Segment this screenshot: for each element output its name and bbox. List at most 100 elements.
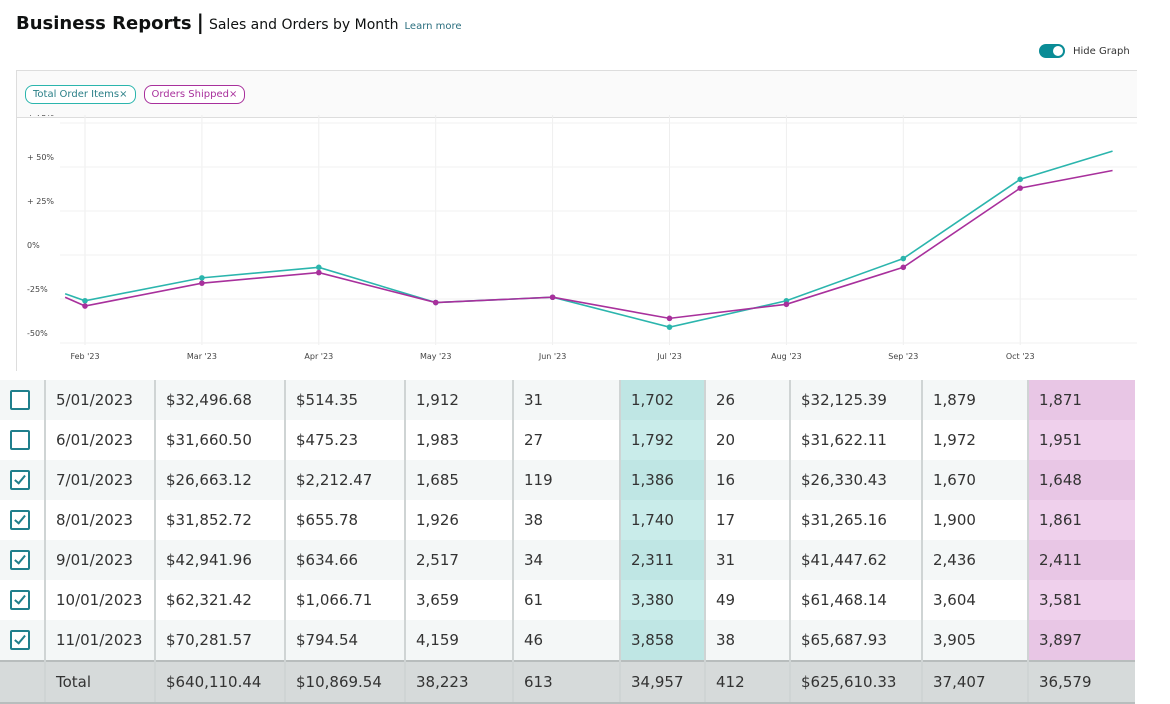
- table-cell: $65,687.93: [789, 620, 922, 661]
- data-point: [199, 275, 205, 281]
- hide-graph-toggle[interactable]: Hide Graph: [1039, 44, 1130, 58]
- table-cell: $32,125.39: [789, 380, 922, 420]
- table-cell: 2,411: [1027, 540, 1135, 580]
- page-subtitle: Sales and Orders by Month: [208, 17, 399, 33]
- x-tick-label: Apr '23: [304, 352, 333, 361]
- table-cell: 11/01/2023: [44, 620, 155, 661]
- close-icon[interactable]: ×: [119, 88, 128, 100]
- row-checkbox[interactable]: [10, 510, 30, 530]
- table-cell: $514.35: [284, 380, 405, 420]
- series-line-total-order-items: [64, 150, 1113, 328]
- total-cell: $625,610.33: [789, 660, 922, 704]
- row-checkbox[interactable]: [10, 550, 30, 570]
- row-checkbox-cell[interactable]: [0, 380, 45, 420]
- table-cell: 31: [704, 540, 790, 580]
- table-cell: 61: [512, 580, 620, 620]
- data-point: [82, 297, 88, 304]
- table-cell: $655.78: [284, 500, 405, 540]
- row-checkbox-cell[interactable]: [0, 500, 45, 540]
- legend-chip-orders-shipped[interactable]: Orders Shipped×: [143, 84, 246, 104]
- y-tick-label: -50%: [27, 329, 48, 338]
- table-cell: 1,861: [1027, 500, 1135, 540]
- table-cell: $26,663.12: [154, 460, 285, 500]
- row-checkbox-cell[interactable]: [0, 620, 45, 661]
- y-tick-label: 0%: [27, 241, 40, 250]
- table-row: 5/01/2023 $32,496.68 $514.35 1,912 31 1,702 26…: [0, 380, 1135, 420]
- table-cell: 8/01/2023: [44, 500, 155, 540]
- table-cell: 3,905: [921, 620, 1028, 661]
- table-row: 10/01/2023 $62,321.42 $1,066.71 3,659 61 3,38…: [0, 580, 1135, 620]
- total-cell: $640,110.44: [154, 660, 285, 704]
- hide-graph-label: Hide Graph: [1073, 45, 1130, 57]
- table-cell: 1,386: [619, 460, 705, 500]
- total-cell: 36,579: [1027, 660, 1135, 704]
- y-tick-label: + 25%: [27, 197, 54, 206]
- close-icon[interactable]: ×: [228, 88, 238, 100]
- table-cell: 1,702: [619, 380, 705, 420]
- table-cell: 1,972: [921, 420, 1028, 460]
- table-cell: $634.66: [284, 540, 405, 580]
- table-cell: 31: [512, 380, 620, 420]
- table-cell: $62,321.42: [154, 580, 285, 620]
- line-chart: + 75% + 50% + 25% 0% -25% -50% Feb '23 Mar '23 A…: [27, 115, 1137, 361]
- table-cell: $61,468.14: [789, 580, 922, 620]
- page-header: Business Reports | Sales and Orders by M…: [16, 10, 462, 34]
- row-checkbox-cell[interactable]: [0, 540, 45, 580]
- chart-legend: Total Order Items× Orders Shipped×: [17, 71, 1137, 118]
- table-cell: 3,581: [1027, 580, 1135, 620]
- total-cell: 613: [512, 660, 620, 704]
- x-tick-label: Aug '23: [771, 352, 802, 361]
- table-cell: 38: [512, 500, 620, 540]
- table-cell: $31,622.11: [789, 420, 922, 460]
- toggle-switch[interactable]: [1039, 44, 1065, 58]
- table-cell: 49: [704, 580, 790, 620]
- y-tick-label: -25%: [27, 285, 48, 294]
- row-checkbox[interactable]: [10, 590, 30, 610]
- table-row: 11/01/2023 $70,281.57 $794.54 4,159 46 3,858 3…: [0, 620, 1135, 661]
- table-cell: 6/01/2023: [44, 420, 155, 460]
- table-cell: 3,897: [1027, 620, 1135, 661]
- title-divider: |: [196, 10, 204, 34]
- table-cell: 5/01/2023: [44, 380, 155, 420]
- x-tick-label: Sep '23: [888, 352, 918, 361]
- x-tick-label: Mar '23: [187, 352, 217, 361]
- page-title: Business Reports: [16, 13, 192, 34]
- learn-more-link[interactable]: Learn more: [404, 21, 462, 32]
- table-cell: 3,380: [619, 580, 705, 620]
- row-checkbox-cell[interactable]: [0, 420, 45, 460]
- row-checkbox[interactable]: [10, 470, 30, 490]
- table-cell: 20: [704, 420, 790, 460]
- total-cell: 34,957: [619, 660, 705, 704]
- table-cell: $794.54: [284, 620, 405, 661]
- x-tick-label: Jun '23: [538, 352, 566, 361]
- table-cell: 9/01/2023: [44, 540, 155, 580]
- empty-cell: [0, 660, 45, 704]
- row-checkbox-cell[interactable]: [0, 580, 45, 620]
- table-cell: 4,159: [404, 620, 513, 661]
- table-cell: 46: [512, 620, 620, 661]
- data-point: [783, 301, 790, 308]
- row-checkbox-cell[interactable]: [0, 460, 45, 500]
- table-cell: $31,660.50: [154, 420, 285, 460]
- table-cell: 1,648: [1027, 460, 1135, 500]
- table-cell: 1,670: [921, 460, 1028, 500]
- total-row: Total $640,110.44 $10,869.54 38,223 613 34,95…: [0, 660, 1135, 704]
- table-cell: $1,066.71: [284, 580, 405, 620]
- table-cell: 1,740: [619, 500, 705, 540]
- row-checkbox[interactable]: [10, 630, 30, 650]
- row-checkbox[interactable]: [10, 430, 30, 450]
- table-cell: 1,685: [404, 460, 513, 500]
- data-point: [82, 303, 88, 309]
- table-cell: 10/01/2023: [44, 580, 155, 620]
- data-point: [900, 255, 907, 262]
- table-cell: 1,900: [921, 500, 1028, 540]
- chip-label: Orders Shipped: [151, 88, 229, 100]
- table-row: 8/01/2023 $31,852.72 $655.78 1,926 38 1,740 17…: [0, 500, 1135, 540]
- total-cell: 412: [704, 660, 790, 704]
- row-checkbox[interactable]: [10, 390, 30, 410]
- table-cell: 1,926: [404, 500, 513, 540]
- table-cell: $31,265.16: [789, 500, 922, 540]
- legend-chip-total-order-items[interactable]: Total Order Items×: [25, 84, 136, 104]
- total-cell: $10,869.54: [284, 660, 405, 704]
- table-cell: 3,604: [921, 580, 1028, 620]
